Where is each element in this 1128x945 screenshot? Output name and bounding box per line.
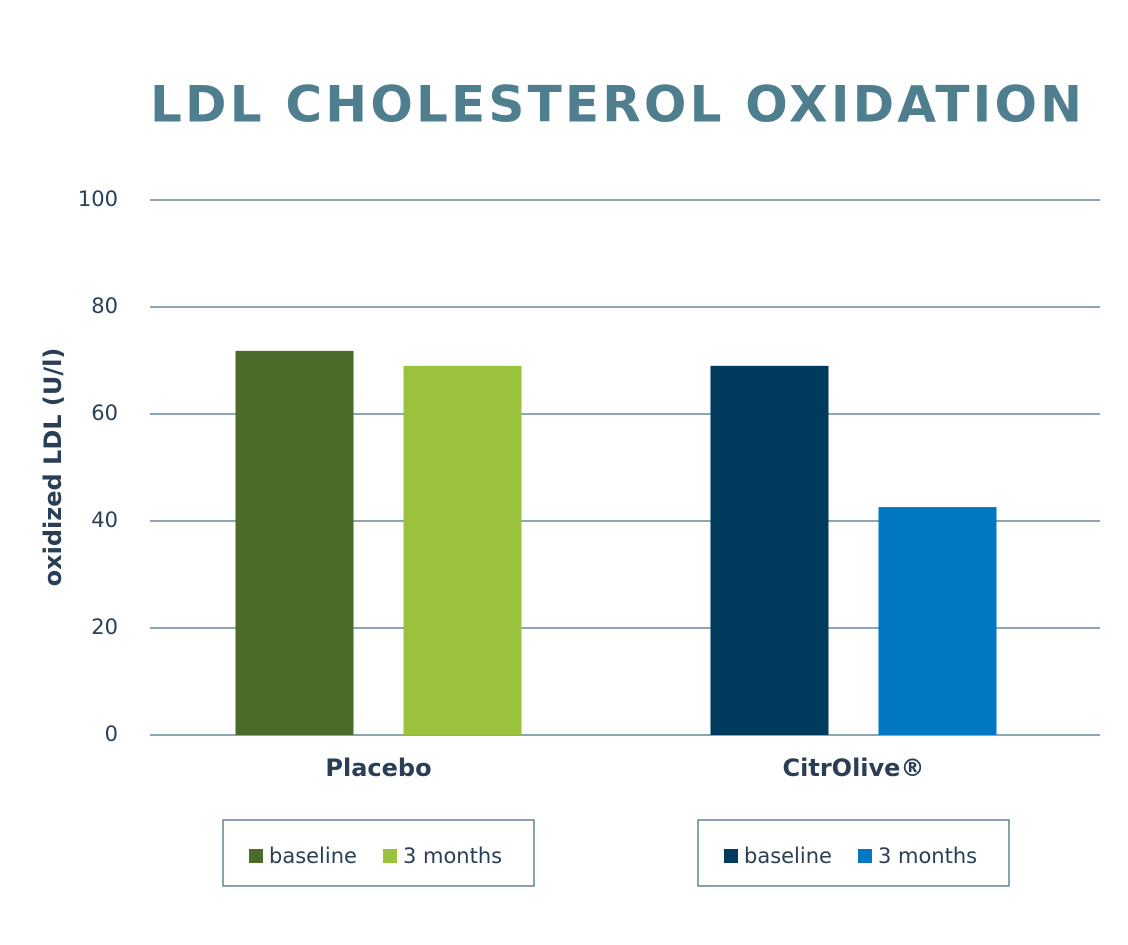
bar — [878, 507, 997, 735]
legend-label: 3 months — [403, 844, 502, 868]
legend-label: 3 months — [878, 844, 977, 868]
y-axis-label: oxidized LDL (U/l) — [39, 348, 67, 587]
chart-title: LDL CHOLESTEROL OXIDATION — [150, 76, 1082, 134]
legend-box — [697, 819, 1010, 887]
bar — [710, 365, 829, 735]
y-tick-label: 40 — [91, 508, 118, 532]
legend-swatch — [857, 849, 872, 863]
bar — [403, 365, 522, 735]
legend-swatch — [724, 849, 738, 863]
legend-label: baseline — [269, 844, 357, 868]
legend-swatch — [382, 849, 397, 863]
legend-label: baseline — [744, 844, 832, 868]
legend-swatch — [249, 849, 263, 863]
y-tick-label: 80 — [91, 294, 118, 318]
y-tick-label: 0 — [105, 722, 118, 746]
y-tick-label: 20 — [91, 615, 118, 639]
bar — [235, 350, 354, 735]
x-tick-label: Placebo — [325, 754, 431, 782]
legend-box — [222, 819, 535, 887]
x-tick-label: CitrOlive® — [783, 754, 925, 782]
y-tick-label: 100 — [78, 187, 118, 211]
y-tick-label: 60 — [91, 401, 118, 425]
